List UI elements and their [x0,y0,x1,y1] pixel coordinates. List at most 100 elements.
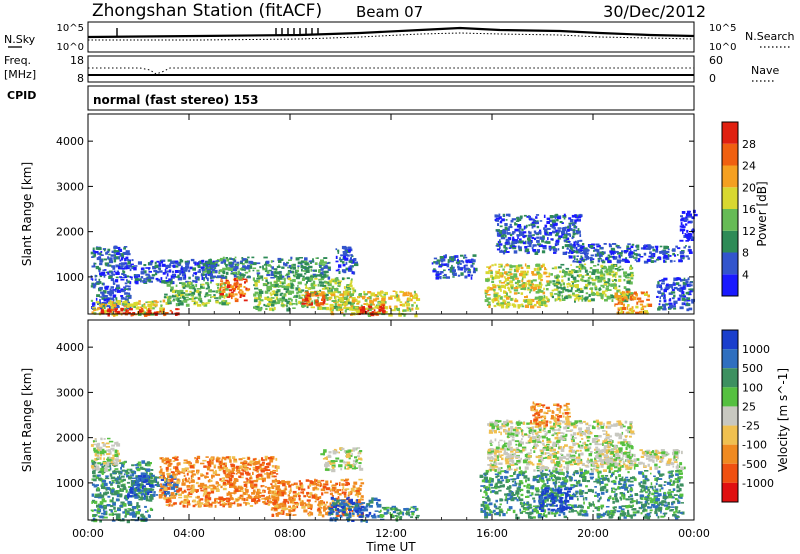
data-cell [124,508,127,513]
data-cell [178,294,181,296]
data-cell [302,266,307,269]
data-cell [312,280,316,285]
data-cell [633,257,638,259]
data-cell [519,240,524,244]
data-cell [161,280,166,284]
data-cell [179,471,184,474]
data-cell [539,236,543,240]
data-cell [104,248,106,252]
data-cell [105,488,108,491]
data-cell [162,308,165,312]
data-cell [583,247,588,250]
data-cell [661,303,666,307]
data-cell [581,298,584,302]
data-cell [197,503,200,506]
data-cell [236,287,240,290]
data-cell [207,467,210,471]
data-cell [169,502,171,505]
data-cell [165,276,168,280]
data-cell [254,280,258,285]
data-cell [689,281,693,284]
data-cell [171,311,174,315]
data-cell [490,274,493,278]
data-cell [112,299,115,302]
data-cell [612,275,614,278]
data-cell [104,487,108,489]
data-cell [209,479,213,482]
data-cell [167,259,172,262]
data-cell [92,286,96,289]
data-cell [92,283,97,287]
data-cell [567,247,569,249]
data-cell [189,266,193,270]
data-cell [191,484,193,488]
data-cell [380,294,383,298]
data-cell [498,272,503,276]
data-cell [110,286,114,289]
data-cell [264,290,269,294]
data-cell [373,309,376,312]
data-cell [241,498,244,501]
data-cell [388,305,392,309]
data-cell [191,473,196,475]
data-cell [670,291,676,294]
data-cell [110,476,116,480]
data-cell [105,285,110,288]
data-cell [580,264,582,268]
data-cell [171,475,175,479]
data-cell [502,251,506,255]
data-cell [267,462,271,466]
data-cell [500,282,506,284]
data-cell [518,284,523,287]
data-cell [556,281,560,285]
colorbar-tick-label: 20 [742,181,756,194]
data-cell [224,261,226,265]
data-cell [219,460,222,464]
data-cell [270,273,274,276]
data-cell [217,459,220,462]
data-cell [596,252,599,256]
data-cell [116,498,120,502]
data-cell [324,483,329,486]
data-cell [272,469,277,472]
data-cell [210,281,212,284]
data-cell [687,221,690,224]
data-cell [360,304,363,307]
data-cell [118,493,123,497]
data-cell [323,257,328,259]
data-cell [261,461,265,465]
data-cell [174,466,179,470]
data-cell [377,310,381,314]
data-cell [143,487,148,492]
data-cell [263,467,267,470]
data-cell [120,279,125,281]
data-cell [99,457,102,460]
data-cell [325,262,330,264]
data-cell [192,279,194,283]
data-cell [688,210,691,213]
data-cell [589,245,594,249]
data-cell [191,291,196,295]
data-cell [185,480,190,483]
data-cell [322,298,326,302]
data-cell [524,299,527,303]
data-cell [186,473,189,476]
data-cell [145,511,149,513]
data-cell [238,469,241,473]
data-cell [253,479,258,483]
data-cell [566,233,571,236]
data-cell [190,258,195,262]
data-cell [502,299,506,303]
data-cell [122,461,126,464]
data-cell [118,256,121,260]
data-cell [120,253,124,257]
data-cell [244,281,246,284]
data-cell [307,270,309,273]
data-cell [281,299,283,303]
data-cell [532,279,537,282]
data-cell [398,313,402,317]
data-cell [96,445,99,448]
data-cell [136,306,140,310]
data-cell [548,245,552,248]
data-cell [164,497,168,501]
